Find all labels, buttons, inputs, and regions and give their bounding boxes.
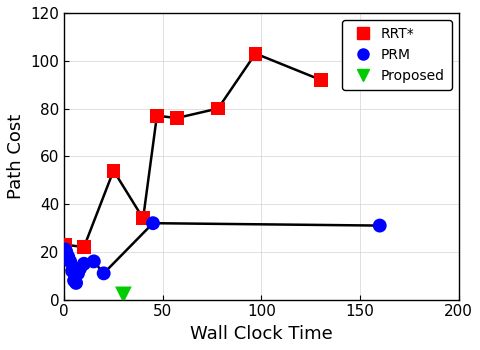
Point: [74, 271, 82, 276]
Legend: RRT*, PRM, Proposed: RRT*, PRM, Proposed: [342, 20, 452, 90]
Point: [61, 247, 69, 252]
Point: [214, 106, 222, 111]
Point: [173, 115, 180, 121]
Point: [68, 268, 76, 274]
Point: [62, 249, 70, 255]
Point: [317, 77, 324, 83]
Point: [149, 220, 157, 226]
Point: [80, 261, 88, 267]
Point: [64, 254, 72, 259]
Point: [61, 242, 69, 247]
Point: [376, 223, 384, 229]
Point: [252, 51, 259, 56]
Point: [76, 266, 84, 271]
Point: [70, 278, 78, 284]
X-axis label: Wall Clock Time: Wall Clock Time: [190, 325, 333, 343]
Point: [80, 244, 88, 250]
Point: [90, 259, 97, 264]
Point: [120, 292, 127, 298]
Point: [153, 113, 161, 119]
Point: [100, 271, 108, 276]
Point: [110, 168, 118, 174]
Point: [66, 259, 74, 264]
Y-axis label: Path Cost: Path Cost: [7, 114, 25, 199]
Point: [72, 280, 80, 286]
Point: [139, 216, 147, 221]
